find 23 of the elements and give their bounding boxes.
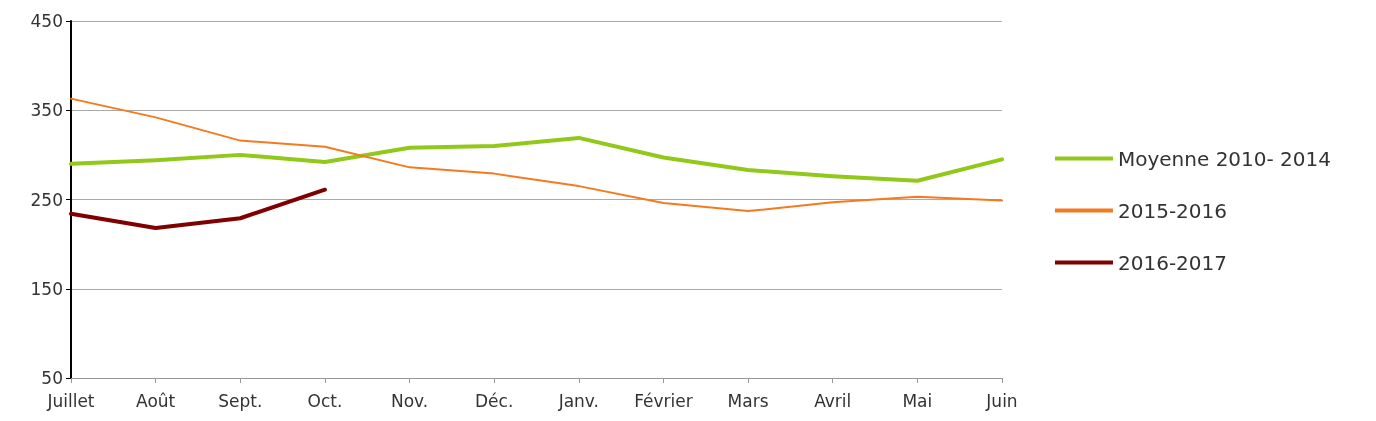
legend-label: Moyenne 2010- 2014 [1117, 146, 1332, 171]
x-tick-label: Mars [727, 390, 769, 411]
legend-label: 2016-2017 [1117, 250, 1227, 275]
y-tick-label: 450 [30, 11, 63, 31]
y-tick-label: 250 [30, 189, 63, 210]
legend-label: 2015-2016 [1117, 198, 1227, 223]
x-tick-label: Mai [902, 390, 933, 411]
x-tick-label: Avril [814, 390, 852, 411]
x-tick-label: Janv. [557, 390, 599, 411]
x-tick-label: Août [136, 390, 176, 411]
y-tick-label: 150 [30, 278, 63, 299]
x-tick-label: Juillet [46, 390, 95, 411]
line-series [69, 187, 327, 231]
y-tick-label: 50 [41, 368, 63, 388]
x-tick-label: Juin [985, 390, 1018, 411]
y-tick-label: 350 [30, 100, 63, 121]
line-series [70, 97, 1003, 213]
x-tick-label: Déc. [475, 390, 514, 411]
x-tick-label: Février [634, 390, 693, 411]
x-tick-label: Oct. [307, 390, 343, 411]
x-tick-label: Sept. [218, 390, 263, 411]
line-series [69, 135, 1004, 183]
x-tick-label: Nov. [390, 390, 429, 411]
